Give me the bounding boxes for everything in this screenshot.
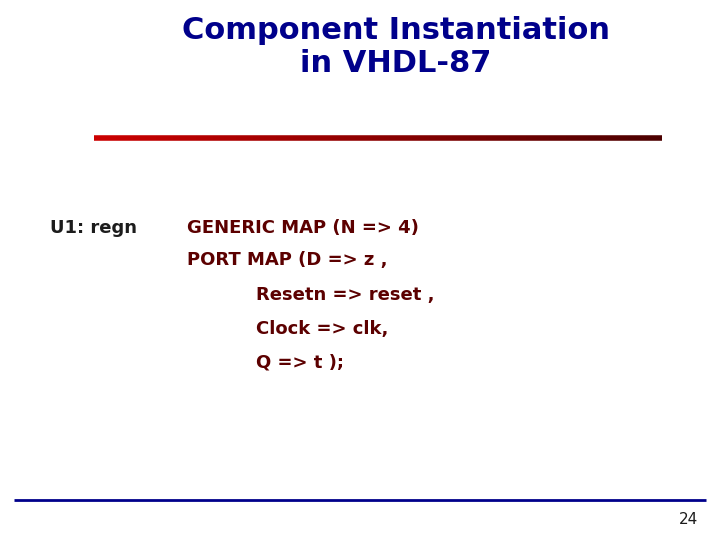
Text: Component Instantiation
in VHDL-87: Component Instantiation in VHDL-87	[182, 16, 610, 78]
Text: Resetn => reset ,: Resetn => reset ,	[256, 286, 434, 304]
Text: Q => t );: Q => t );	[256, 353, 343, 371]
Text: GENERIC MAP (N => 4): GENERIC MAP (N => 4)	[187, 219, 419, 237]
Text: U1: regn: U1: regn	[50, 219, 138, 237]
Text: 24: 24	[679, 511, 698, 526]
Text: Clock => clk,: Clock => clk,	[256, 320, 388, 338]
Text: PORT MAP (D => z ,: PORT MAP (D => z ,	[187, 251, 387, 269]
